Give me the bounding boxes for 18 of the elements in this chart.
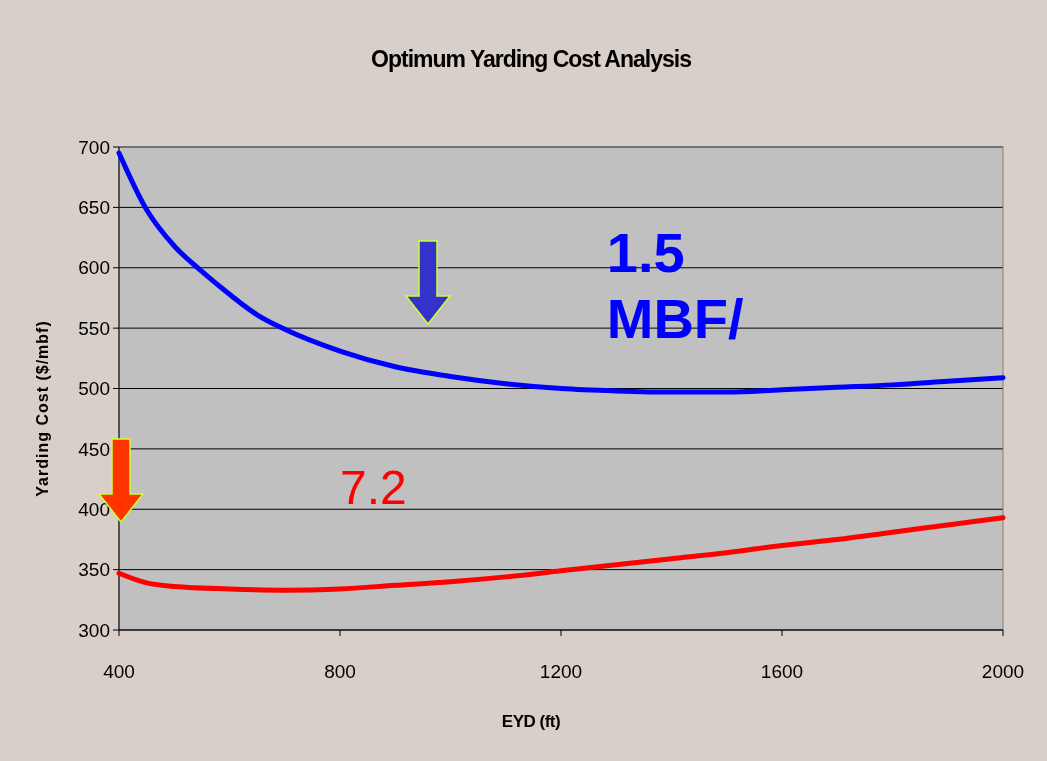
y-tick-label: 300 bbox=[78, 619, 110, 641]
chart-title: Optimum Yarding Cost Analysis bbox=[371, 46, 692, 72]
x-tick-label: 1200 bbox=[539, 661, 583, 682]
y-tick-label: 700 bbox=[78, 136, 110, 158]
series-label: 7.2 bbox=[340, 460, 407, 514]
y-tick-label: 650 bbox=[78, 197, 110, 219]
x-tick-label: 1600 bbox=[760, 661, 804, 682]
x-tick-label: 400 bbox=[103, 661, 135, 682]
y-tick-label: 450 bbox=[78, 438, 110, 460]
y-axis-title: Yarding Cost ($/mbf) bbox=[34, 320, 51, 497]
x-tick-label: 800 bbox=[324, 661, 356, 682]
y-tick-label: 400 bbox=[78, 498, 110, 520]
y-tick-label: 600 bbox=[78, 257, 110, 279]
y-tick-label: 500 bbox=[78, 378, 110, 400]
x-axis-title: EYD (ft) bbox=[501, 712, 561, 731]
y-tick-label: 550 bbox=[78, 317, 110, 339]
x-tick-label: 2000 bbox=[981, 661, 1025, 682]
y-tick-label: 350 bbox=[78, 559, 110, 581]
